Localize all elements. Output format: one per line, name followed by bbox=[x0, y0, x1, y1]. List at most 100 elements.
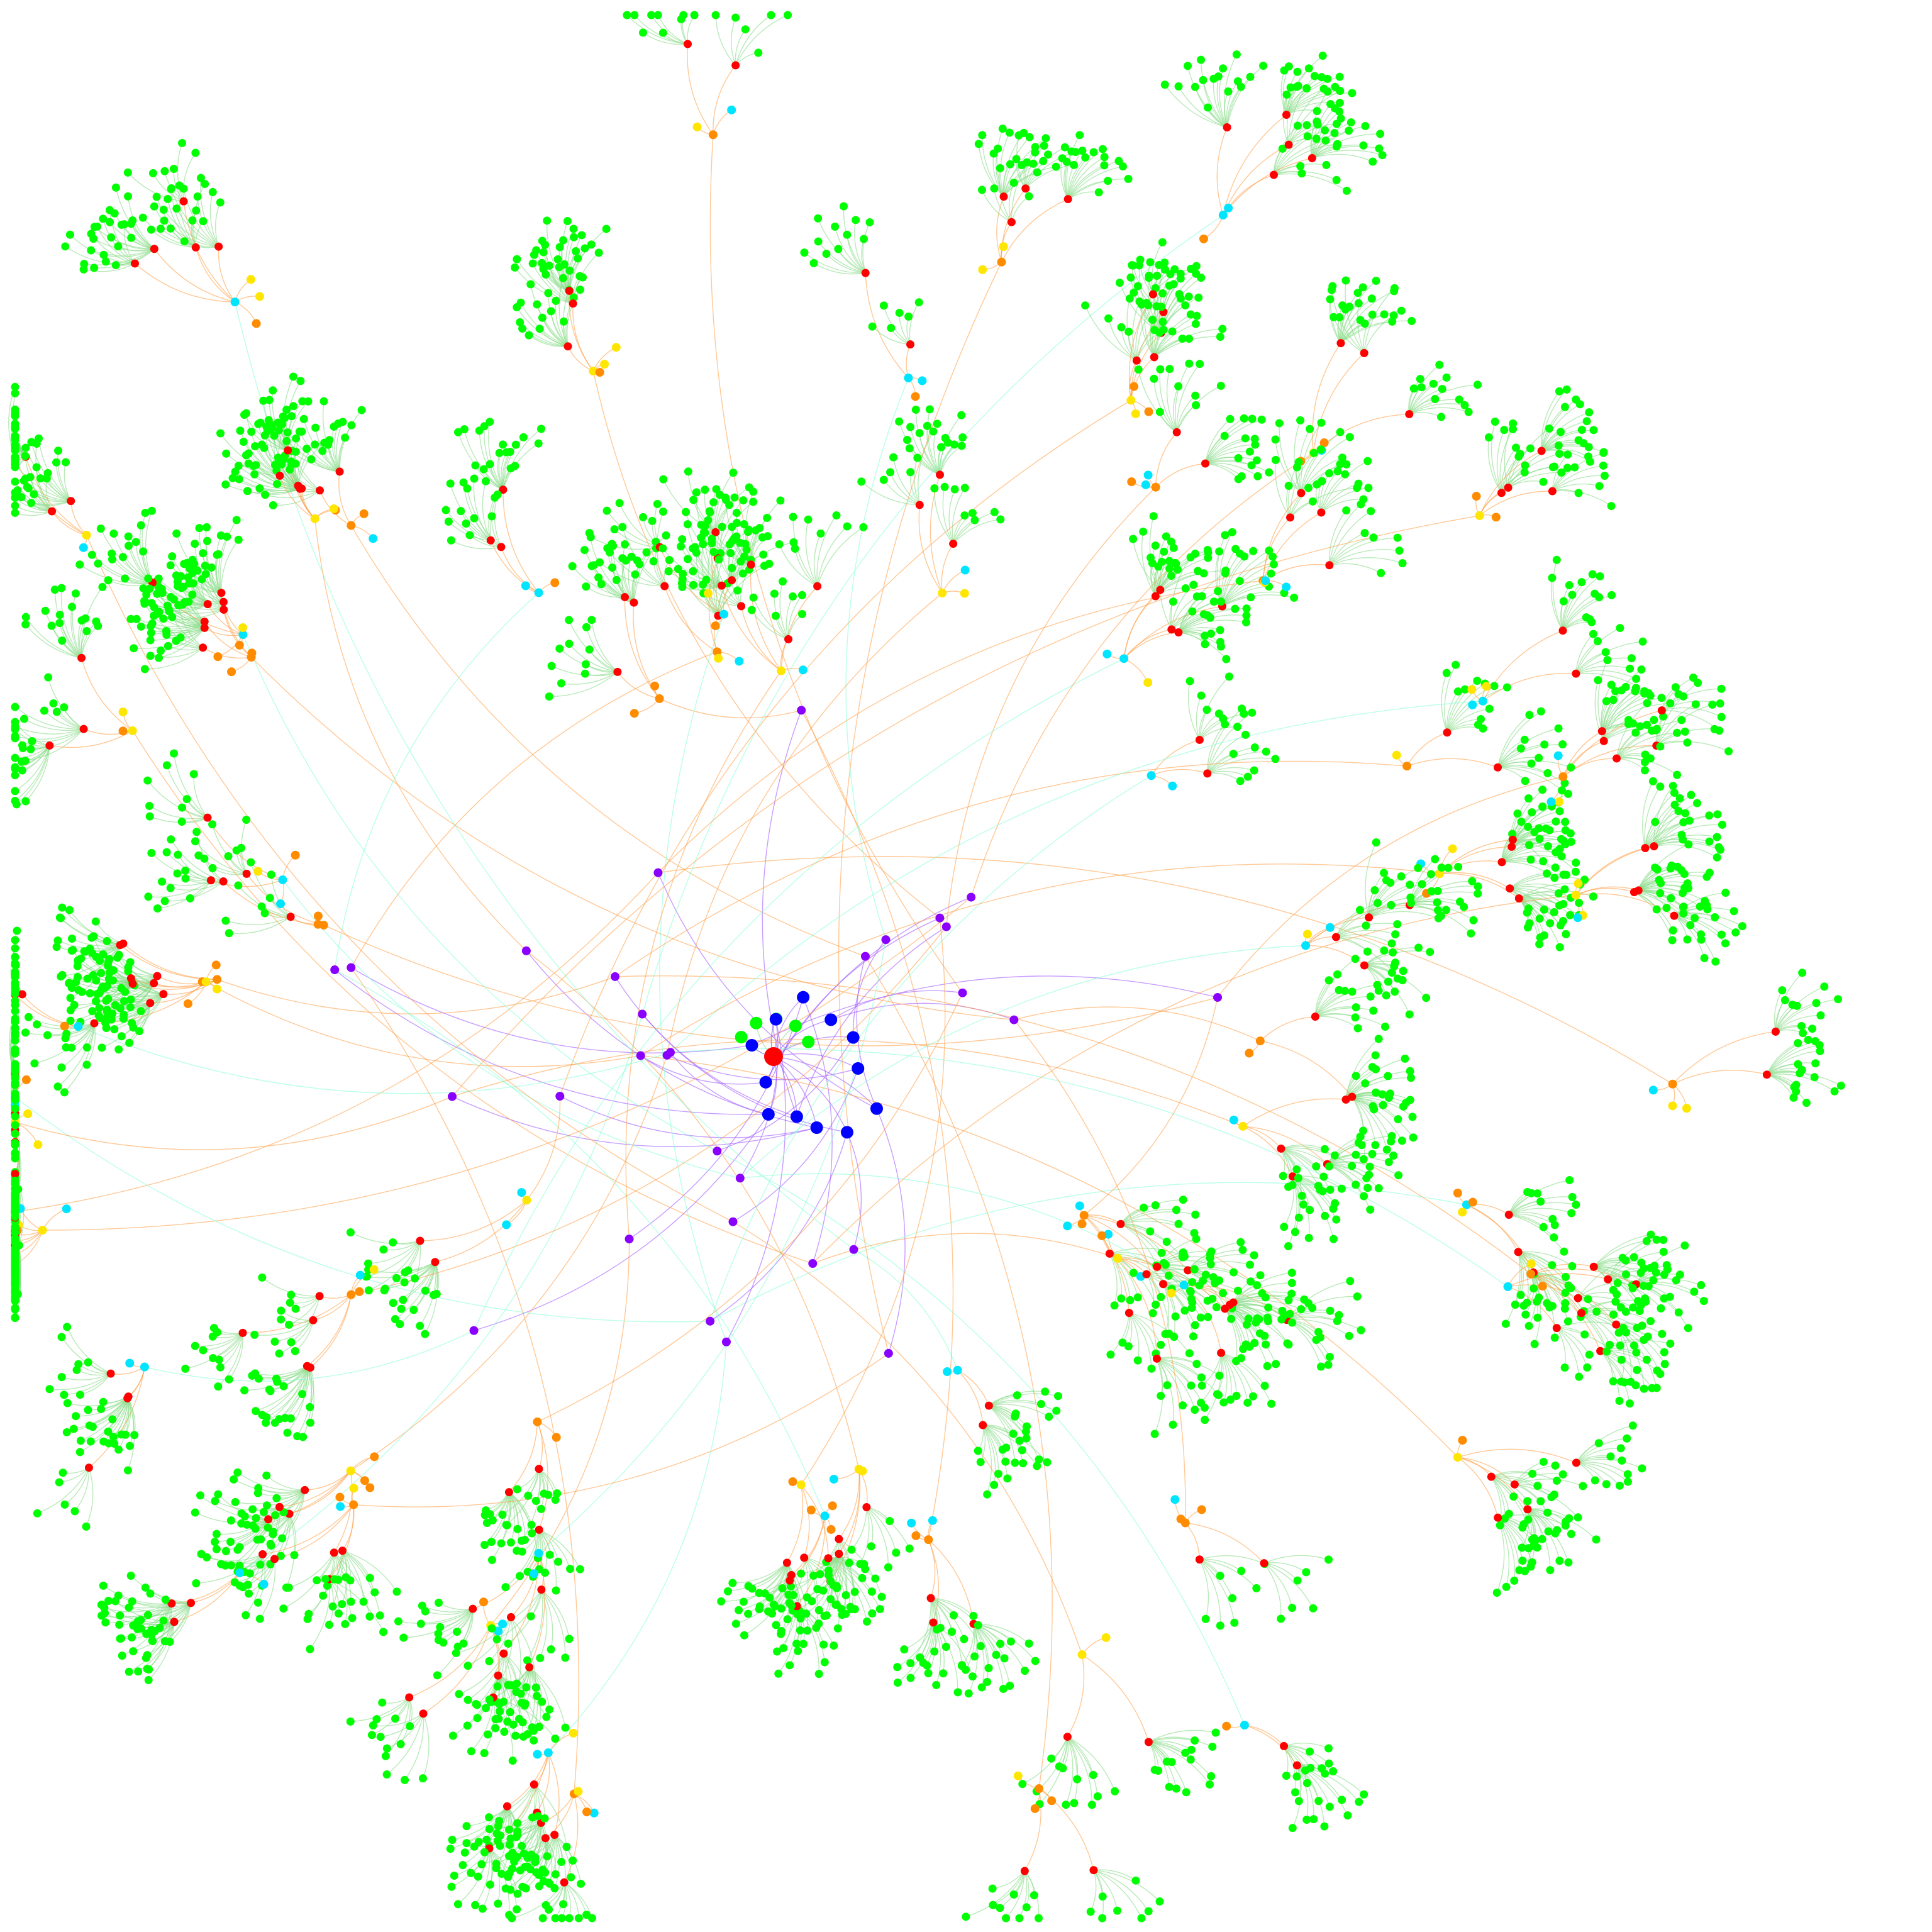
leaf-node bbox=[448, 1731, 457, 1740]
graph-edge bbox=[1672, 1070, 1767, 1085]
graph-edge bbox=[273, 490, 320, 506]
leaf-node bbox=[1009, 1430, 1018, 1438]
leaf-node bbox=[1609, 1310, 1618, 1319]
leaf-node bbox=[1277, 1614, 1285, 1623]
graph-edge bbox=[1336, 936, 1368, 952]
graph-edge bbox=[1233, 1296, 1309, 1304]
red-node bbox=[1341, 1095, 1350, 1104]
graph-edge bbox=[1120, 1209, 1177, 1224]
graph-edge bbox=[1499, 429, 1514, 493]
leaf-node bbox=[341, 1619, 350, 1628]
graph-edge bbox=[572, 303, 594, 372]
leaf-node bbox=[1021, 1667, 1030, 1675]
graph-edge bbox=[235, 301, 257, 324]
leaf-node bbox=[1649, 1276, 1658, 1285]
graph-edge bbox=[536, 1421, 543, 1469]
graph-edge bbox=[1311, 125, 1366, 158]
graph-edge bbox=[123, 943, 218, 980]
leaf-node bbox=[1237, 1567, 1246, 1575]
graph-edge bbox=[1187, 680, 1201, 740]
leaf-node bbox=[1133, 1293, 1142, 1302]
graph-edge bbox=[200, 1495, 269, 1520]
graph-edge bbox=[845, 377, 909, 940]
graph-edge bbox=[989, 1404, 1050, 1418]
leaf-node bbox=[528, 1813, 537, 1822]
graph-edge bbox=[386, 1713, 424, 1775]
leaf-node bbox=[1316, 1362, 1325, 1371]
graph-edge bbox=[957, 1370, 984, 1426]
leaf-node bbox=[511, 1731, 520, 1740]
purple-node bbox=[849, 1245, 858, 1254]
red-node bbox=[1771, 1027, 1780, 1036]
cluster-node bbox=[62, 1204, 71, 1214]
leaf-node bbox=[531, 1496, 540, 1505]
leaf-node bbox=[503, 1718, 512, 1726]
graph-edge bbox=[450, 1806, 508, 1850]
leaf-node bbox=[473, 1714, 482, 1723]
graph-edge bbox=[1286, 1312, 1340, 1321]
leaf-node bbox=[994, 1470, 1002, 1479]
leaf-node bbox=[462, 1839, 471, 1848]
graph-edge bbox=[957, 1370, 990, 1406]
graph-edge bbox=[526, 1096, 561, 1201]
leaf-node bbox=[275, 1349, 284, 1358]
graph-edge bbox=[118, 1595, 172, 1606]
leaf-node bbox=[1511, 1301, 1519, 1309]
graph-edge bbox=[753, 597, 789, 640]
leaf-node bbox=[505, 1825, 514, 1834]
purple-node bbox=[555, 1092, 565, 1101]
leaf-node bbox=[530, 1726, 538, 1735]
graph-edge bbox=[162, 880, 211, 886]
leaf-node bbox=[1146, 1227, 1155, 1236]
leaf-node bbox=[1368, 1150, 1377, 1158]
leaf-node bbox=[557, 1858, 566, 1867]
red-node bbox=[537, 1585, 546, 1594]
leaf-node bbox=[969, 1612, 978, 1621]
graph-edge bbox=[973, 1623, 989, 1682]
leaf-node bbox=[717, 1597, 726, 1606]
leaf-node bbox=[1617, 1355, 1626, 1364]
leaf-node bbox=[764, 1607, 773, 1616]
leaf-node bbox=[11, 1007, 19, 1016]
leaf-node bbox=[514, 1714, 523, 1723]
leaf-node bbox=[1277, 1315, 1286, 1324]
graph-edge bbox=[177, 605, 204, 648]
leaf-node bbox=[512, 1687, 521, 1696]
graph-edge bbox=[1329, 537, 1374, 566]
graph-edge bbox=[238, 465, 301, 489]
leaf-node bbox=[1371, 1051, 1380, 1060]
graph-edge bbox=[223, 881, 324, 926]
leaf-node bbox=[1252, 1584, 1261, 1592]
red-node bbox=[1229, 1298, 1238, 1307]
leaf-node bbox=[1792, 1001, 1801, 1010]
leaf-node bbox=[1523, 1497, 1532, 1506]
cluster-hub-node bbox=[1179, 1280, 1189, 1290]
graph-edge bbox=[1340, 298, 1372, 343]
leaf-node bbox=[1326, 1185, 1335, 1194]
leaf-node bbox=[949, 1611, 958, 1619]
graph-edge bbox=[1575, 633, 1594, 674]
graph-edge bbox=[548, 1752, 560, 1835]
graph-edge bbox=[226, 453, 280, 477]
graph-edge bbox=[1409, 886, 1479, 906]
leaf-node bbox=[134, 1667, 143, 1676]
graph-edge bbox=[914, 457, 920, 506]
leaf-node bbox=[212, 1530, 221, 1538]
graph-edge bbox=[497, 1675, 547, 1718]
purple-node bbox=[728, 1217, 738, 1226]
cluster-node bbox=[479, 1597, 488, 1607]
graph-edge bbox=[1275, 439, 1302, 494]
cluster-hub-node bbox=[1113, 1253, 1123, 1263]
leaf-node bbox=[1293, 1576, 1302, 1585]
graph-edge bbox=[1644, 786, 1661, 848]
leaf-node bbox=[547, 1645, 555, 1654]
leaf-node bbox=[735, 1606, 743, 1614]
leaf-node bbox=[370, 1588, 379, 1597]
leaf-node bbox=[1219, 1289, 1228, 1297]
leaf-node bbox=[394, 1617, 402, 1626]
graph-edge bbox=[1562, 574, 1593, 631]
red-node bbox=[11, 1170, 19, 1179]
leaf-node bbox=[1165, 1330, 1174, 1338]
leaf-node bbox=[225, 1375, 233, 1384]
graph-edge bbox=[511, 1882, 565, 1919]
